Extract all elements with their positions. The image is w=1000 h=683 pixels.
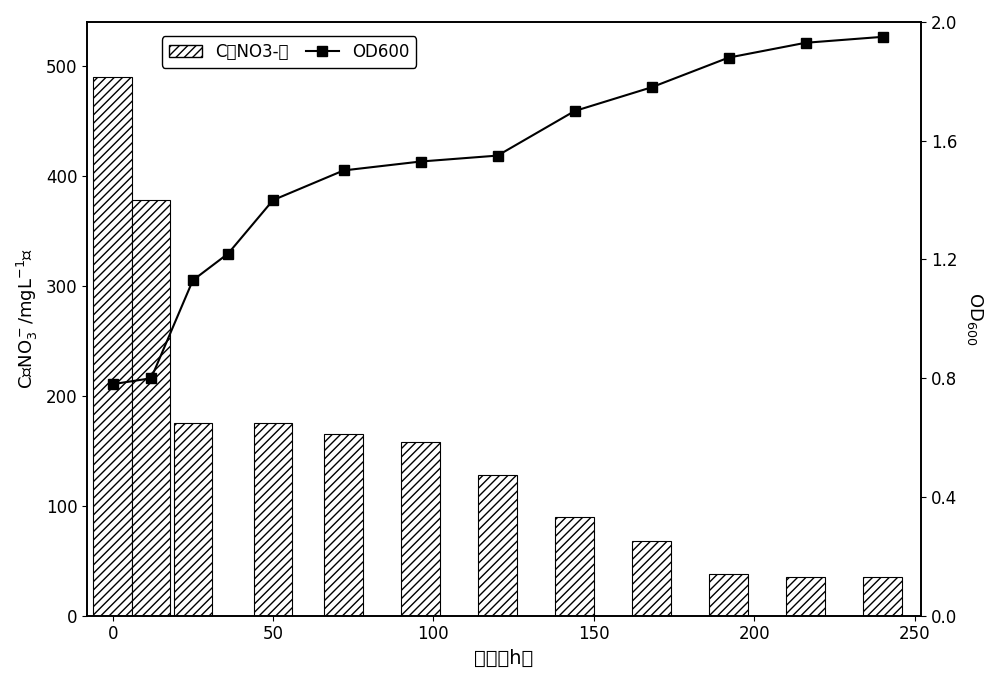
Bar xyxy=(786,577,825,615)
Y-axis label: C（NO$_3^-$/mgL$^{-1}$）: C（NO$_3^-$/mgL$^{-1}$） xyxy=(15,249,40,389)
Bar xyxy=(709,574,748,615)
Bar xyxy=(401,442,440,615)
Legend: C（NO3-）, OD600: C（NO3-）, OD600 xyxy=(162,36,416,68)
Bar xyxy=(93,77,132,615)
Bar xyxy=(254,423,292,615)
Bar xyxy=(174,423,212,615)
Bar xyxy=(863,577,902,615)
Bar xyxy=(478,475,517,615)
Bar xyxy=(555,517,594,615)
X-axis label: 时间（h）: 时间（h） xyxy=(474,649,534,668)
Bar xyxy=(324,434,363,615)
Y-axis label: OD$_{600}$: OD$_{600}$ xyxy=(965,292,985,346)
Bar xyxy=(132,200,170,615)
Bar xyxy=(632,541,671,615)
